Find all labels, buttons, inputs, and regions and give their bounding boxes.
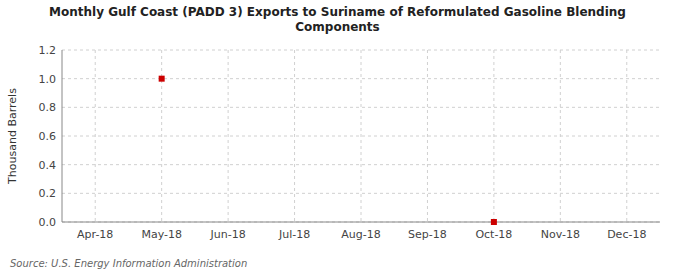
y-tick-label: 0.8 xyxy=(39,101,57,114)
y-tick-label: 0.2 xyxy=(39,187,57,200)
y-axis-line xyxy=(62,50,63,222)
x-grid-line xyxy=(361,50,362,222)
x-tick-label: Dec-18 xyxy=(607,228,646,241)
x-axis-line xyxy=(62,222,660,223)
y-tick-label: 0.6 xyxy=(39,130,57,143)
x-tick-label: Jul-18 xyxy=(278,228,310,241)
y-grid-line xyxy=(62,222,660,223)
y-tick-label: 1.2 xyxy=(39,44,57,57)
x-tick-label: Oct-18 xyxy=(475,228,512,241)
x-grid-line xyxy=(228,50,229,222)
x-tick-label: May-18 xyxy=(141,228,182,241)
chart-container: Monthly Gulf Coast (PADD 3) Exports to S… xyxy=(0,0,675,275)
y-axis-label: Thousand Barrels xyxy=(6,88,19,185)
x-grid-line xyxy=(560,50,561,222)
y-tick-label: 0.4 xyxy=(39,159,57,172)
x-tick-label: Jun-18 xyxy=(210,228,246,241)
y-grid-line xyxy=(62,193,660,194)
title: Monthly Gulf Coast (PADD 3) Exports to S… xyxy=(49,5,626,34)
data-point xyxy=(491,219,497,225)
chart: Monthly Gulf Coast (PADD 3) Exports to S… xyxy=(0,0,675,275)
x-tick-label: Apr-18 xyxy=(77,228,113,241)
y-grid-line xyxy=(62,78,660,79)
data-point xyxy=(159,76,165,82)
x-grid-line xyxy=(294,50,295,222)
x-grid-line xyxy=(493,50,494,222)
x-grid-line xyxy=(95,50,96,222)
x-tick-label: Aug-18 xyxy=(341,228,380,241)
axes: 0.0 0.2 0.4 0.6 0.8 1.0 1.2 Apr-18 May-18 Jun-18 J… xyxy=(39,44,661,241)
y-tick-label: 1.0 xyxy=(39,73,57,86)
y-tick-label: 0.0 xyxy=(39,216,57,229)
points xyxy=(159,76,497,225)
grid xyxy=(62,50,660,222)
source-note: Source: U.S. Energy Information Administ… xyxy=(10,258,247,269)
x-tick-label: Nov-18 xyxy=(541,228,580,241)
x-grid-line xyxy=(427,50,428,222)
x-grid-line xyxy=(626,50,627,222)
x-tick-label: Sep-18 xyxy=(408,228,447,241)
